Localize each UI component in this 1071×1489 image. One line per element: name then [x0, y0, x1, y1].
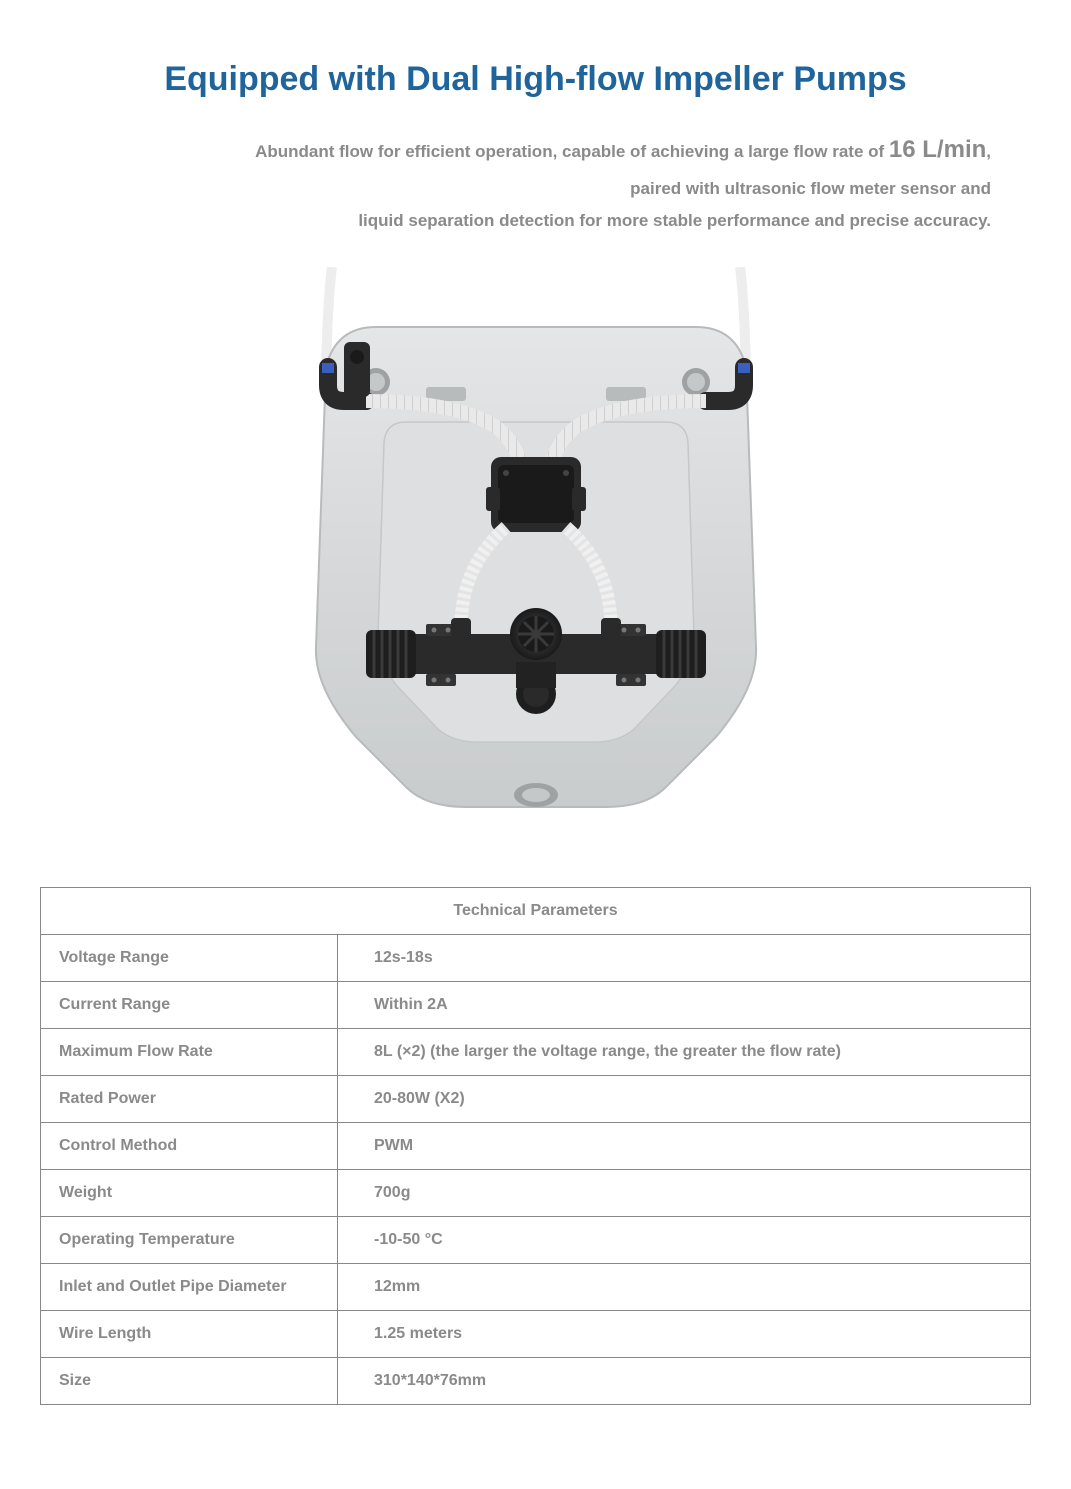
spec-value: 310*140*76mm	[338, 1358, 1031, 1405]
technical-parameters-table: Technical Parameters Voltage Range12s-18…	[40, 887, 1031, 1405]
description-block: Abundant flow for efficient operation, c…	[40, 127, 1031, 237]
spec-label: Inlet and Outlet Pipe Diameter	[41, 1264, 338, 1311]
spec-label: Maximum Flow Rate	[41, 1029, 338, 1076]
spec-value: 20-80W (X2)	[338, 1076, 1031, 1123]
spec-label: Current Range	[41, 982, 338, 1029]
spec-label: Control Method	[41, 1123, 338, 1170]
table-row: Control MethodPWM	[41, 1123, 1031, 1170]
spec-label: Size	[41, 1358, 338, 1405]
spec-label: Wire Length	[41, 1311, 338, 1358]
spec-label: Weight	[41, 1170, 338, 1217]
product-image	[236, 267, 836, 827]
spec-value: 12s-18s	[338, 935, 1031, 982]
table-row: Current RangeWithin 2A	[41, 982, 1031, 1029]
spec-label: Operating Temperature	[41, 1217, 338, 1264]
spec-value: 1.25 meters	[338, 1311, 1031, 1358]
desc-line1-prefix: Abundant flow for efficient operation, c…	[255, 142, 889, 161]
description-line-2: paired with ultrasonic flow meter sensor…	[80, 173, 991, 205]
description-line-3: liquid separation detection for more sta…	[80, 205, 991, 237]
table-row: Rated Power20-80W (X2)	[41, 1076, 1031, 1123]
table-row: Maximum Flow Rate8L (×2) (the larger the…	[41, 1029, 1031, 1076]
spec-value: 12mm	[338, 1264, 1031, 1311]
table-row: Voltage Range12s-18s	[41, 935, 1031, 982]
table-row: Operating Temperature-10-50 °C	[41, 1217, 1031, 1264]
spec-label: Voltage Range	[41, 935, 338, 982]
desc-line1-big: 16 L/min	[889, 136, 986, 163]
table-row: Weight700g	[41, 1170, 1031, 1217]
spec-value: 8L (×2) (the larger the voltage range, t…	[338, 1029, 1031, 1076]
table-row: Inlet and Outlet Pipe Diameter12mm	[41, 1264, 1031, 1311]
table-row: Wire Length1.25 meters	[41, 1311, 1031, 1358]
table-row: Size310*140*76mm	[41, 1358, 1031, 1405]
spec-value: -10-50 °C	[338, 1217, 1031, 1264]
description-line-1: Abundant flow for efficient operation, c…	[80, 127, 991, 173]
desc-line1-suffix: ,	[986, 142, 991, 161]
table-header: Technical Parameters	[41, 888, 1031, 935]
spec-label: Rated Power	[41, 1076, 338, 1123]
page-title: Equipped with Dual High-flow Impeller Pu…	[40, 60, 1031, 99]
spec-value: Within 2A	[338, 982, 1031, 1029]
spec-value: PWM	[338, 1123, 1031, 1170]
spec-value: 700g	[338, 1170, 1031, 1217]
